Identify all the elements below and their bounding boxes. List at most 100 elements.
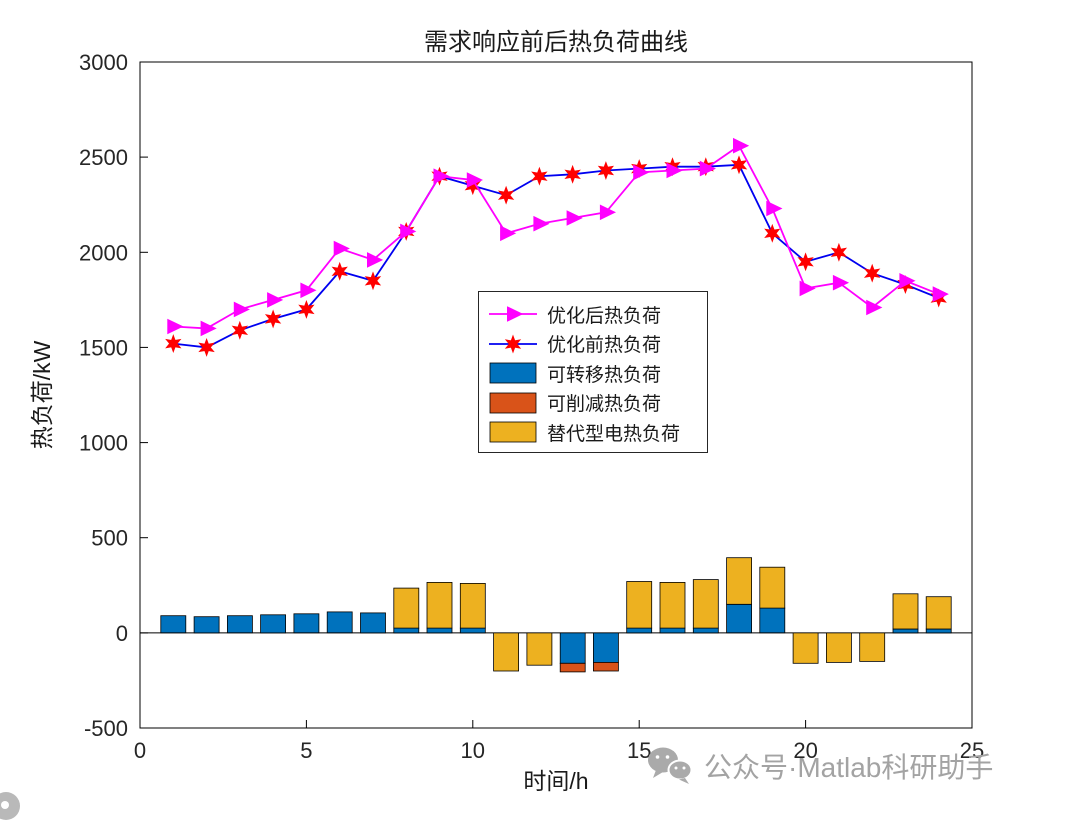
marker-star6 xyxy=(198,337,215,357)
bar-segment xyxy=(726,603,752,634)
x-tick-label: 15 xyxy=(627,738,651,763)
legend-sample xyxy=(489,362,537,384)
marker-triangle-right xyxy=(699,160,716,177)
bar-segment xyxy=(459,583,486,629)
bar-segment xyxy=(759,607,786,634)
marker-triangle-right xyxy=(400,223,417,240)
x-tick-label: 5 xyxy=(300,738,312,763)
bar-segment xyxy=(792,632,819,664)
legend-label: 可转移热负荷 xyxy=(547,364,662,386)
bar-segment xyxy=(692,579,719,629)
marker-triangle-right xyxy=(267,292,284,308)
bar-segment xyxy=(892,593,919,630)
bar-segment xyxy=(426,627,453,634)
bar-segment xyxy=(659,582,686,629)
watermark-text: 公众号·Matlab科研助手 xyxy=(704,752,994,783)
marker-star6 xyxy=(797,252,814,272)
marker-triangle-right xyxy=(832,274,850,291)
bar-segment xyxy=(193,616,220,634)
legend-label: 替代型电热负荷 xyxy=(547,423,681,445)
legend-sample xyxy=(489,334,537,353)
marker-triangle-right xyxy=(433,168,450,184)
y-tick-label: 0 xyxy=(116,621,128,646)
bar-segment xyxy=(360,612,386,634)
marker-star6 xyxy=(231,320,249,340)
marker-triangle-right xyxy=(766,200,783,217)
marker-star6 xyxy=(863,263,881,283)
legend-item: 可削减热负荷 xyxy=(487,389,699,417)
bar-segment xyxy=(726,557,752,605)
marker-triangle-right xyxy=(866,299,883,316)
watermark: 公众号·Matlab科研助手 xyxy=(646,746,993,786)
bar-segment xyxy=(326,611,353,634)
marker-star6 xyxy=(331,261,348,281)
x-tick-label: 20 xyxy=(793,738,817,763)
x-axis-label: 时间/h xyxy=(523,768,589,794)
marker-triangle-right xyxy=(566,210,583,226)
bar-segment xyxy=(559,632,586,664)
x-tick-label: 0 xyxy=(134,738,146,763)
bar-segment xyxy=(160,615,187,634)
x-tick-label: 25 xyxy=(960,738,984,763)
bar-segment xyxy=(593,662,619,672)
bar-segment xyxy=(393,587,420,629)
legend-item: 优化前热负荷 xyxy=(487,330,699,358)
y-tick-label: 500 xyxy=(91,526,128,551)
y-tick-label: 1500 xyxy=(79,335,128,360)
bar-segment xyxy=(925,596,952,630)
bar-segment xyxy=(493,632,520,672)
marker-star6 xyxy=(165,334,182,354)
legend-label: 优化前热负荷 xyxy=(547,335,662,356)
marker-star6 xyxy=(564,164,581,184)
marker-triangle-right xyxy=(633,164,650,181)
bar-segment xyxy=(692,627,719,634)
y-tick-label: 2500 xyxy=(79,145,128,170)
marker-triangle-right xyxy=(533,215,550,232)
marker-triangle-right xyxy=(599,204,617,221)
legend: 优化后热负荷 优化前热负荷 可转移热负荷 可削减热负荷 替代型电热负荷 xyxy=(478,291,708,453)
marker-star6 xyxy=(497,185,515,205)
bar-segment xyxy=(593,632,619,663)
marker-triangle-right xyxy=(899,273,916,289)
marker-triangle-right xyxy=(167,318,184,335)
marker-triangle-right xyxy=(300,282,317,299)
bar-segment xyxy=(925,628,952,634)
y-tick-label: 3000 xyxy=(79,50,128,75)
bar-segment xyxy=(226,615,253,634)
marker-triangle-right xyxy=(932,286,949,302)
marker-star6 xyxy=(597,161,615,180)
legend-sample xyxy=(489,306,537,322)
bar-segment xyxy=(426,582,453,629)
marker-triangle-right xyxy=(200,320,217,337)
bar-segment xyxy=(559,662,586,673)
legend-sample xyxy=(489,392,537,413)
marker-triangle-right xyxy=(233,301,250,318)
chart-title: 需求响应前后热负荷曲线 xyxy=(424,29,688,56)
legend-label: 可削减热负荷 xyxy=(547,394,662,415)
axes-box xyxy=(139,61,973,729)
marker-star6 xyxy=(364,271,382,291)
y-tick-label: -500 xyxy=(84,716,128,741)
bar-segment xyxy=(892,628,919,634)
marker-star6 xyxy=(504,334,522,353)
y-tick-label: 2000 xyxy=(79,240,128,265)
bar-segment xyxy=(393,627,420,634)
marker-star6 xyxy=(464,176,481,196)
y-tick-label: 1000 xyxy=(79,431,128,456)
legend-label: 优化后热负荷 xyxy=(547,305,662,327)
legend-item: 可转移热负荷 xyxy=(487,359,699,387)
x-tick-label: 10 xyxy=(461,738,485,763)
bar-segment xyxy=(626,581,653,629)
bar-segment xyxy=(626,627,653,634)
marker-star6 xyxy=(264,309,282,329)
legend-item: 替代型电热负荷 xyxy=(487,418,699,446)
marker-star6 xyxy=(764,223,781,243)
marker-triangle-right xyxy=(799,280,816,297)
legend-sample xyxy=(489,421,537,443)
marker-triangle-right xyxy=(367,252,384,268)
bar-segment xyxy=(526,632,553,666)
legend-item: 优化后热负荷 xyxy=(487,300,699,328)
bar-segment xyxy=(659,627,686,634)
